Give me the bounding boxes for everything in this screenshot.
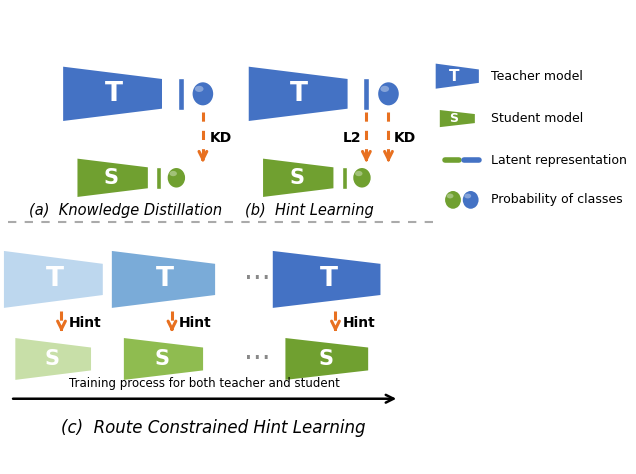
Text: KD: KD [394, 131, 416, 146]
Text: T: T [45, 266, 64, 292]
Text: S: S [104, 168, 118, 188]
Ellipse shape [195, 86, 204, 92]
Polygon shape [123, 337, 204, 381]
Polygon shape [439, 109, 476, 128]
Ellipse shape [352, 167, 371, 188]
Text: L2: L2 [342, 131, 361, 146]
Ellipse shape [167, 167, 186, 188]
Text: T: T [105, 81, 123, 107]
Ellipse shape [355, 171, 363, 176]
Polygon shape [76, 157, 149, 198]
Text: ···: ··· [244, 265, 271, 293]
Ellipse shape [191, 82, 214, 106]
Text: Hint: Hint [179, 316, 212, 330]
Text: (b)  Hint Learning: (b) Hint Learning [245, 203, 373, 218]
Text: (a)  Knowledge Distillation: (a) Knowledge Distillation [29, 203, 222, 218]
Text: T: T [319, 266, 337, 292]
Polygon shape [434, 62, 480, 90]
Text: T: T [290, 81, 308, 107]
Bar [342, 167, 347, 189]
Ellipse shape [464, 193, 471, 199]
Ellipse shape [444, 190, 462, 210]
Text: S: S [450, 112, 459, 125]
Text: Hint: Hint [343, 316, 375, 330]
Polygon shape [247, 65, 349, 123]
Polygon shape [14, 337, 92, 381]
Text: Latent representation: Latent representation [491, 154, 627, 167]
Text: (c)  Route Constrained Hint Learning: (c) Route Constrained Hint Learning [61, 419, 366, 437]
Text: KD: KD [210, 131, 232, 146]
Text: T: T [448, 69, 459, 83]
Polygon shape [262, 157, 335, 198]
Polygon shape [272, 249, 382, 310]
Text: Training process for both teacher and student: Training process for both teacher and st… [69, 377, 340, 390]
Text: S: S [289, 168, 304, 188]
Text: Student model: Student model [491, 112, 583, 125]
Text: T: T [156, 266, 174, 292]
Polygon shape [111, 249, 216, 310]
Bar [156, 167, 162, 189]
Bar [177, 78, 184, 110]
Text: S: S [45, 349, 59, 369]
Text: Probability of classes: Probability of classes [491, 193, 623, 206]
Polygon shape [284, 337, 370, 381]
Polygon shape [3, 249, 104, 310]
Ellipse shape [380, 86, 389, 92]
Text: ···: ··· [244, 345, 271, 373]
Text: Hint: Hint [69, 316, 101, 330]
Ellipse shape [377, 82, 399, 106]
Text: S: S [318, 349, 333, 369]
Ellipse shape [169, 171, 177, 176]
Text: S: S [155, 349, 170, 369]
Ellipse shape [462, 190, 480, 210]
Polygon shape [62, 65, 163, 123]
Text: Teacher model: Teacher model [491, 70, 583, 82]
Ellipse shape [446, 193, 453, 199]
Bar [363, 78, 370, 110]
